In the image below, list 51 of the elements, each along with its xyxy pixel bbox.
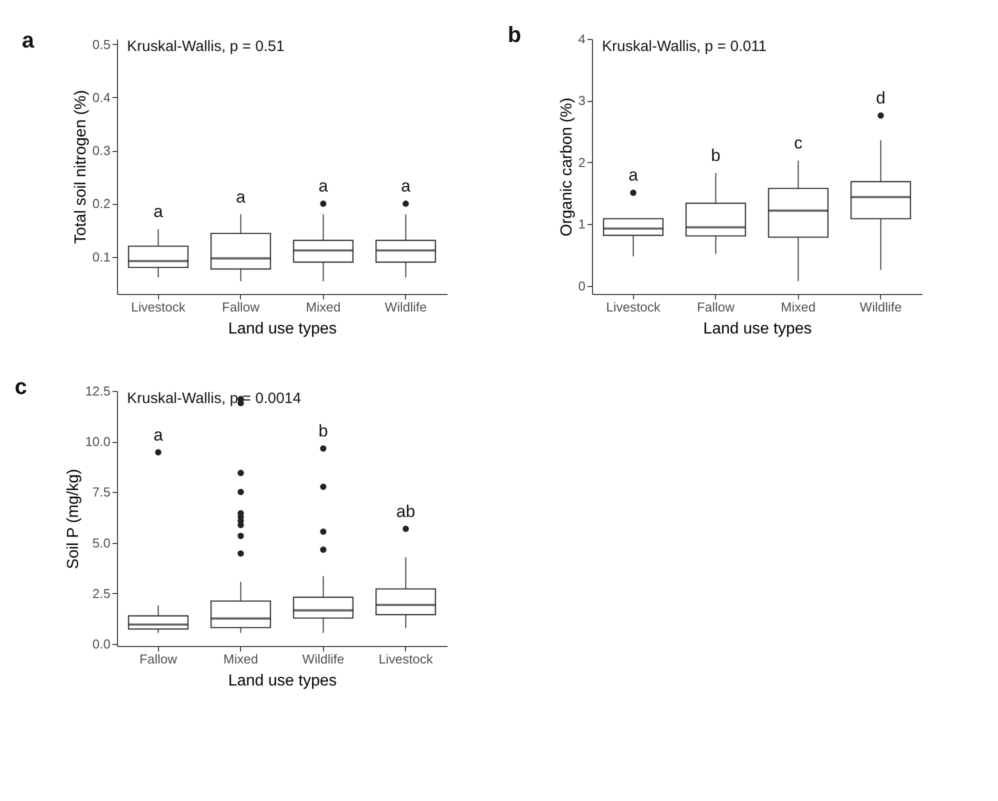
x-axis-title: Land use types — [228, 672, 337, 690]
x-tick-label: Livestock — [378, 652, 434, 666]
annotation: a — [154, 202, 164, 222]
x-tick-label: Livestock — [606, 300, 661, 314]
x-tick-label: Wildlife — [384, 300, 427, 314]
annotation: Kruskal-Wallis, p = 0.51 — [127, 38, 284, 55]
annotation: a — [236, 187, 246, 206]
y-tick-label: 0.2 — [92, 196, 110, 212]
y-axis-title: Total soil nitrogen (%) — [72, 90, 90, 244]
y-tick-label: 0.0 — [92, 636, 110, 652]
y-tick-label: 7.5 — [92, 484, 110, 500]
chart-title: c — [14, 374, 27, 399]
y-tick-label: 2 — [578, 154, 586, 170]
y-tick-label: 0.4 — [92, 90, 110, 105]
annotation: ab — [396, 502, 416, 521]
x-axis-title: Land use types — [703, 320, 812, 338]
y-tick-label: 0.3 — [92, 143, 110, 158]
y-tick-label: 1 — [578, 216, 586, 232]
x-tick-label: Fallow — [222, 300, 260, 314]
x-tick-label: Fallow — [696, 300, 736, 314]
x-tick-label: Livestock — [131, 300, 186, 314]
x-axis-title: Land use types — [228, 320, 337, 338]
y-tick-label: 0 — [578, 278, 586, 294]
x-tick-label: Mixed — [223, 652, 258, 666]
annotation: b — [318, 421, 328, 440]
y-tick-label: 3 — [578, 93, 586, 108]
annotation: Kruskal-Wallis, p = 0.011 — [602, 38, 767, 55]
y-tick-label: 4 — [578, 32, 586, 46]
annotation: a — [628, 166, 639, 185]
annotation: a — [318, 176, 329, 196]
x-tick-label: Mixed — [306, 300, 341, 314]
y-axis-title: Organic carbon (%) — [558, 98, 576, 236]
x-tick-label: Fallow — [139, 652, 178, 666]
annotation: d — [876, 88, 886, 108]
chart-title: a — [22, 27, 35, 52]
y-tick-label: 10.0 — [85, 434, 110, 450]
annotation: b — [711, 146, 720, 165]
y-tick-label: 0.5 — [92, 36, 110, 52]
annotation: c — [794, 134, 803, 153]
y-tick-label: 0.1 — [92, 249, 110, 264]
annotation: a — [401, 176, 412, 196]
y-tick-label: 12.5 — [85, 384, 110, 398]
y-tick-label: 5.0 — [92, 535, 110, 550]
x-tick-label: Mixed — [780, 300, 816, 314]
y-axis-title: Soil P (mg/kg) — [65, 468, 82, 570]
annotation: Kruskal-Wallis, p = 0.0014 — [127, 390, 302, 407]
annotation: a — [154, 425, 164, 444]
x-tick-label: Wildlife — [860, 300, 902, 314]
y-tick-label: 2.5 — [92, 586, 110, 601]
x-tick-label: Wildlife — [302, 652, 344, 666]
chart-title: b — [508, 22, 522, 47]
